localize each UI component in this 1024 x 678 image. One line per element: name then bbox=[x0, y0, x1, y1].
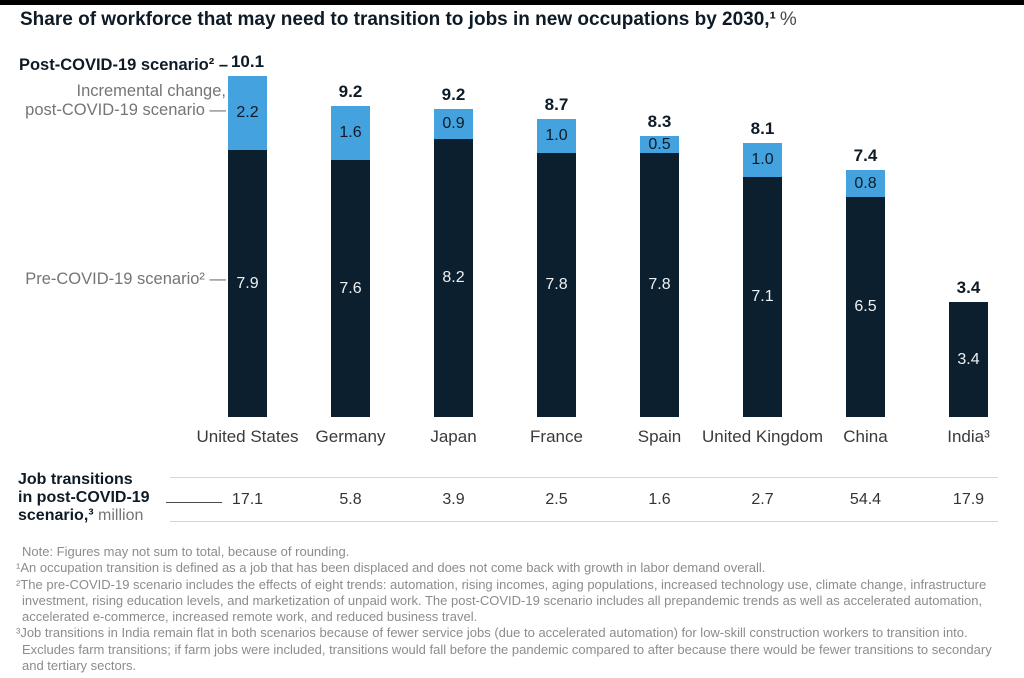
annotation-incremental-line1: Incremental change, bbox=[76, 82, 226, 100]
bar-total-label: 3.4 bbox=[956, 278, 981, 297]
table-gridline-bottom bbox=[170, 521, 998, 522]
annotation-pre-covid-scenario: Pre-COVID-19 scenario² — bbox=[25, 270, 226, 288]
top-border-rule bbox=[0, 0, 1024, 5]
bar-segment-pre-covid: 7.8 bbox=[640, 153, 679, 417]
table-header-unit: million bbox=[93, 507, 144, 524]
annotation-post-covid-scenario: Post-COVID-19 scenario² – bbox=[18, 56, 228, 74]
country-label: Germany bbox=[315, 427, 386, 446]
bar-total-label: 10.1 bbox=[230, 52, 265, 71]
country-label: France bbox=[530, 427, 583, 446]
table-value: 3.9 bbox=[442, 491, 465, 508]
bar-segment-incremental: 1.0 bbox=[743, 143, 782, 177]
table-value: 2.5 bbox=[545, 491, 568, 508]
bar-segment-incremental: 1.6 bbox=[331, 106, 370, 160]
footnote-1: ¹An occupation transition is defined as … bbox=[16, 560, 766, 576]
country-label: China bbox=[843, 427, 888, 446]
bar-total-label: 8.3 bbox=[647, 112, 672, 131]
bar-total-label: 8.7 bbox=[544, 95, 569, 114]
footnote-2: ²The pre-COVID-19 scenario includes the … bbox=[16, 576, 987, 625]
table-value: 5.8 bbox=[339, 491, 362, 508]
bar-total-label: 9.2 bbox=[441, 85, 466, 104]
bar-total-label: 9.2 bbox=[338, 82, 363, 101]
table-value: 17.1 bbox=[231, 491, 264, 508]
country-label: United Kingdom bbox=[702, 427, 823, 446]
country-label: Japan bbox=[430, 427, 477, 446]
country-label: United States bbox=[196, 427, 299, 446]
table-header-scenario: scenario,³ bbox=[18, 507, 94, 524]
table-value: 2.7 bbox=[751, 491, 774, 508]
table-row-header: Job transitions in post-COVID-19 scenari… bbox=[18, 471, 150, 525]
table-value: 54.4 bbox=[849, 491, 882, 508]
country-label: Spain bbox=[637, 427, 682, 446]
chart-title: Share of workforce that may need to tran… bbox=[20, 8, 797, 32]
bar-segment-incremental: 1.0 bbox=[537, 119, 576, 153]
table-header-line2: in post-COVID-19 bbox=[18, 489, 150, 506]
table-value: 17.9 bbox=[952, 491, 985, 508]
chart-title-text: Share of workforce that may need to tran… bbox=[20, 9, 776, 30]
bar-segment-pre-covid: 7.8 bbox=[537, 153, 576, 417]
table-header-line3: scenario,³ million bbox=[18, 507, 150, 525]
country-label: India³ bbox=[947, 427, 990, 446]
table-header-line1: Job transitions bbox=[18, 471, 133, 488]
chart-title-unit: % bbox=[779, 9, 797, 30]
bar-segment-pre-covid: 8.2 bbox=[434, 139, 473, 417]
bar-segment-pre-covid: 3.4 bbox=[949, 302, 988, 417]
bar-segment-incremental: 0.9 bbox=[434, 109, 473, 139]
table-value: 1.6 bbox=[648, 491, 671, 508]
bar-segment-pre-covid: 7.6 bbox=[331, 160, 370, 417]
bar-segment-pre-covid: 7.9 bbox=[228, 150, 267, 417]
table-header-connector-line bbox=[166, 502, 222, 503]
note-line: Note: Figures may not sum to total, beca… bbox=[22, 544, 350, 559]
bar-total-label: 7.4 bbox=[853, 146, 878, 165]
bar-segment-incremental: 2.2 bbox=[228, 76, 267, 150]
bar-segment-pre-covid: 6.5 bbox=[846, 197, 885, 417]
footnote-3: ³Job transitions in India remain flat in… bbox=[16, 625, 992, 674]
table-gridline-top bbox=[170, 477, 998, 478]
bar-segment-incremental: 0.5 bbox=[640, 136, 679, 153]
bar-total-label: 8.1 bbox=[750, 119, 775, 138]
annotation-incremental-line2: post-COVID-19 scenario — bbox=[25, 101, 226, 119]
bar-segment-incremental: 0.8 bbox=[846, 170, 885, 197]
bar-segment-pre-covid: 7.1 bbox=[743, 177, 782, 417]
annotation-incremental-change: Incremental change, post-COVID-19 scenar… bbox=[25, 82, 226, 120]
footnotes-block: Note: Figures may not sum to total, beca… bbox=[16, 544, 1006, 674]
